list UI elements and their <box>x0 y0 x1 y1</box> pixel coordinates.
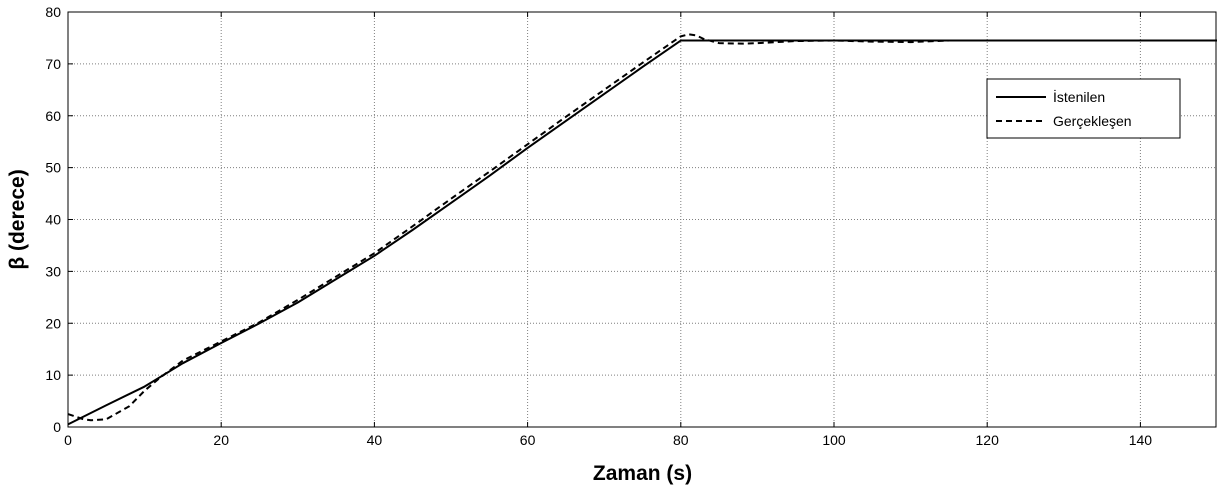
legend-box <box>986 78 1181 139</box>
legend: İstenilen Gerçekleşen <box>986 78 1181 139</box>
y-tick-label: 60 <box>45 108 61 124</box>
y-tick-label: 10 <box>45 367 61 383</box>
y-tick-label: 70 <box>45 56 61 72</box>
x-tick-label: 20 <box>213 432 229 448</box>
y-axis-title: β (derece) <box>6 169 29 269</box>
x-tick-label: 60 <box>520 432 536 448</box>
x-tick-label: 40 <box>367 432 383 448</box>
y-tick-label: 80 <box>45 4 61 20</box>
series-line-gerceklesen <box>67 33 1217 422</box>
legend-label-gerceklesen: Gerçekleşen <box>1053 113 1132 129</box>
x-tick-label: 140 <box>1129 432 1153 448</box>
series-line-istenilen <box>67 39 1217 426</box>
x-tick-label: 100 <box>822 432 846 448</box>
legend-label-istenilen: İstenilen <box>1053 88 1105 105</box>
axis-ticks: 0 20 40 60 80 100 120 140 0 10 20 30 40 50 60 70 80 <box>45 4 1152 448</box>
y-tick-label: 40 <box>45 212 61 228</box>
x-tick-label: 120 <box>976 432 1000 448</box>
y-tick-label: 30 <box>45 263 61 279</box>
y-tick-label: 20 <box>45 315 61 331</box>
y-tick-label: 50 <box>45 160 61 176</box>
x-tick-label: 0 <box>64 432 72 448</box>
x-axis-title: Zaman (s) <box>593 462 692 485</box>
series-group <box>67 33 1217 426</box>
y-tick-label: 0 <box>53 419 61 435</box>
x-tick-label: 80 <box>673 432 689 448</box>
grid <box>68 12 1217 427</box>
